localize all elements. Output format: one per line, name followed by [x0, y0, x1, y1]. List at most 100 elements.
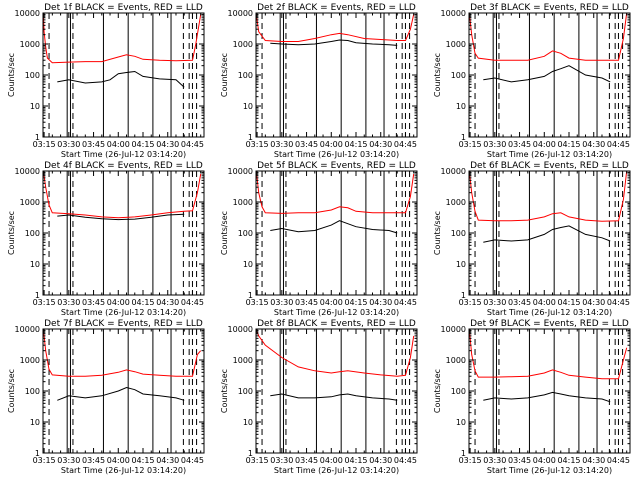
y-tick-label: 10000 — [228, 9, 253, 18]
y-tick-label: 10000 — [15, 167, 40, 176]
panel-det-1: 1 10 100 1000 10000 03:15 03:30 03:45 04:00 04:15… — [7, 3, 205, 159]
y-tick-label: 1 — [248, 291, 253, 300]
x-tick-label: 04:15 — [557, 298, 580, 307]
y-tick-label: 10 — [243, 102, 253, 111]
y-tick-label: 10 — [30, 260, 40, 269]
panel-title: Det 4f BLACK = Events, RED = LLD — [44, 161, 203, 171]
x-tick-label: 04:00 — [320, 140, 343, 149]
y-tick-label: 10 — [30, 102, 40, 111]
y-axis-label: Counts/sec — [220, 369, 229, 413]
x-axis-label: Start Time (26-Jul-12 03:14:20) — [274, 150, 399, 159]
y-tick-label: 100 — [25, 229, 40, 238]
y-tick-label: 1000 — [233, 356, 253, 365]
lld-line — [255, 170, 415, 214]
panel-title: Det 7f BLACK = Events, RED = LLD — [44, 319, 203, 329]
y-tick-label: 1 — [35, 291, 40, 300]
x-axis-label: Start Time (26-Jul-12 03:14:20) — [61, 150, 186, 159]
y-tick-label: 10 — [243, 260, 253, 269]
x-tick-label: 04:30 — [369, 456, 392, 465]
y-tick-label: 1000 — [446, 356, 466, 365]
x-axis-label: Start Time (26-Jul-12 03:14:20) — [274, 308, 399, 317]
panel-det-3: 1 10 100 1000 10000 03:15 03:30 03:45 04:00 04:15… — [433, 3, 631, 159]
x-tick-label: 04:45 — [394, 298, 417, 307]
events-line — [483, 225, 611, 243]
y-axis-label: Counts/sec — [220, 53, 229, 97]
y-tick-label: 10 — [243, 418, 253, 427]
x-tick-label: 03:45 — [508, 140, 531, 149]
y-tick-label: 100 — [238, 229, 253, 238]
events-line — [270, 393, 398, 401]
x-tick-label: 04:30 — [156, 298, 179, 307]
panel-det-4: 1 10 100 1000 10000 03:15 03:30 03:45 04:00 04:15… — [7, 161, 205, 317]
x-tick-label: 03:30 — [483, 456, 506, 465]
y-axis-label: Counts/sec — [433, 53, 442, 97]
x-tick-label: 04:00 — [533, 140, 556, 149]
x-tick-label: 04:00 — [107, 140, 130, 149]
x-tick-label: 03:15 — [246, 456, 269, 465]
lld-line — [42, 170, 202, 219]
y-tick-label: 10 — [30, 418, 40, 427]
x-tick-label: 03:30 — [270, 298, 293, 307]
y-axis-label: Counts/sec — [7, 369, 16, 413]
x-tick-label: 03:45 — [295, 456, 318, 465]
x-tick-label: 03:45 — [82, 298, 105, 307]
y-tick-label: 10 — [456, 260, 466, 269]
x-tick-label: 04:00 — [533, 298, 556, 307]
y-tick-label: 1 — [461, 133, 466, 142]
x-tick-label: 03:15 — [246, 140, 269, 149]
x-tick-label: 03:30 — [483, 140, 506, 149]
events-line — [270, 39, 398, 46]
x-tick-label: 03:15 — [459, 140, 482, 149]
lld-line — [255, 14, 415, 42]
lld-line — [255, 328, 415, 377]
x-tick-label: 03:30 — [57, 298, 80, 307]
x-tick-label: 04:45 — [607, 140, 630, 149]
panel-title: Det 5f BLACK = Events, RED = LLD — [257, 161, 416, 171]
x-tick-label: 04:30 — [156, 140, 179, 149]
y-tick-label: 1 — [461, 449, 466, 458]
y-tick-label: 1 — [35, 449, 40, 458]
x-tick-label: 04:15 — [131, 298, 154, 307]
lld-line — [468, 328, 628, 380]
x-axis-label: Start Time (26-Jul-12 03:14:20) — [487, 466, 612, 475]
y-tick-label: 1000 — [446, 198, 466, 207]
y-tick-label: 10000 — [15, 9, 40, 18]
y-axis-label: Counts/sec — [433, 369, 442, 413]
panel-title: Det 8f BLACK = Events, RED = LLD — [257, 319, 416, 329]
x-tick-label: 03:45 — [295, 298, 318, 307]
x-tick-label: 04:45 — [607, 298, 630, 307]
x-axis-label: Start Time (26-Jul-12 03:14:20) — [487, 150, 612, 159]
x-axis-label: Start Time (26-Jul-12 03:14:20) — [274, 466, 399, 475]
x-tick-label: 04:00 — [107, 298, 130, 307]
y-axis-label: Counts/sec — [7, 211, 16, 255]
y-tick-label: 10000 — [441, 325, 466, 334]
x-tick-label: 03:45 — [82, 456, 105, 465]
events-line — [57, 70, 185, 88]
y-tick-label: 10000 — [228, 167, 253, 176]
events-line — [270, 220, 398, 234]
y-tick-label: 100 — [25, 387, 40, 396]
x-tick-label: 04:15 — [557, 456, 580, 465]
x-tick-label: 03:15 — [33, 140, 56, 149]
x-tick-label: 03:15 — [459, 298, 482, 307]
lld-line — [468, 170, 628, 222]
y-tick-label: 10 — [456, 418, 466, 427]
x-tick-label: 03:15 — [33, 298, 56, 307]
x-tick-label: 03:30 — [57, 456, 80, 465]
x-tick-label: 03:45 — [82, 140, 105, 149]
events-line — [483, 391, 611, 403]
x-tick-label: 04:00 — [533, 456, 556, 465]
x-tick-label: 04:45 — [181, 140, 204, 149]
x-tick-label: 04:30 — [582, 298, 605, 307]
x-tick-label: 04:00 — [320, 298, 343, 307]
y-tick-label: 10000 — [15, 325, 40, 334]
x-tick-label: 04:45 — [394, 456, 417, 465]
panel-title: Det 2f BLACK = Events, RED = LLD — [257, 3, 416, 13]
y-tick-label: 100 — [451, 387, 466, 396]
x-tick-label: 04:15 — [344, 298, 367, 307]
x-tick-label: 04:00 — [320, 456, 343, 465]
y-tick-label: 1000 — [20, 198, 40, 207]
x-axis-label: Start Time (26-Jul-12 03:14:20) — [487, 308, 612, 317]
lld-line — [42, 12, 202, 64]
